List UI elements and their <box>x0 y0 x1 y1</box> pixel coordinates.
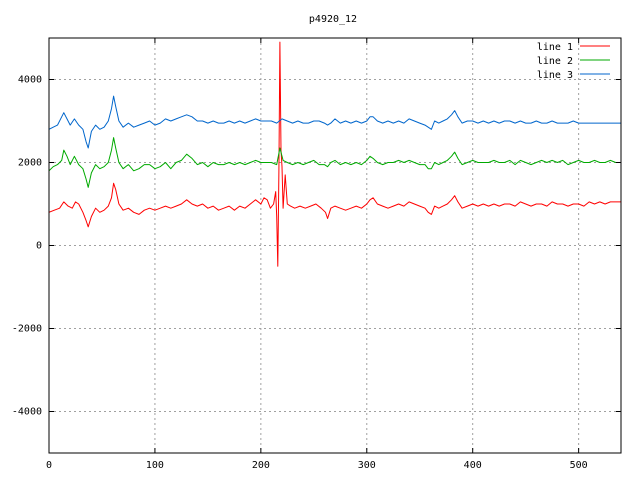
series-line-3 <box>49 95 621 149</box>
x-tick-label: 300 <box>358 460 376 471</box>
series-line-2 <box>49 137 621 188</box>
series-line-1 <box>49 41 621 267</box>
x-tick-label: 400 <box>464 460 482 471</box>
x-tick-label: 200 <box>252 460 270 471</box>
x-tick-label: 500 <box>570 460 588 471</box>
axis-ticks: 0 100 200 300 400 500 -4000 -2000 0 2000 4000 <box>12 38 621 471</box>
x-tick-label: 100 <box>146 460 164 471</box>
y-tick-label: 0 <box>36 241 42 252</box>
legend-label: line 3 <box>537 70 573 81</box>
chart-title: p4920_12 <box>309 14 357 25</box>
legend-label: line 2 <box>537 56 573 67</box>
x-tick-label: 0 <box>46 460 52 471</box>
legend: line 1 line 2 line 3 <box>537 42 610 81</box>
y-tick-label: 4000 <box>18 75 42 86</box>
y-tick-label: -2000 <box>12 324 42 335</box>
legend-label: line 1 <box>537 42 573 53</box>
series-layer <box>49 41 621 267</box>
y-tick-label: 2000 <box>18 158 42 169</box>
y-tick-label: -4000 <box>12 407 42 418</box>
